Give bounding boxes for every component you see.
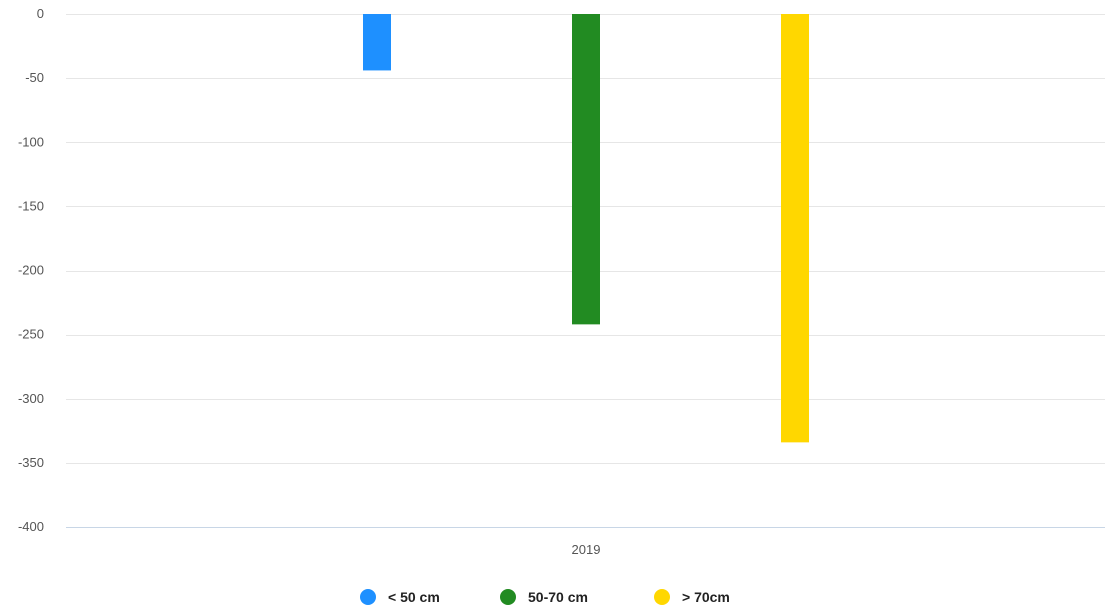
legend-item-3[interactable]: > 70cm [654, 589, 730, 605]
legend-item-1[interactable]: < 50 cm [360, 589, 440, 605]
y-tick-label: -350 [18, 455, 44, 470]
bar-2[interactable] [572, 14, 600, 325]
legend-label: > 70cm [682, 589, 730, 605]
y-tick-label: -400 [18, 519, 44, 534]
legend-label: 50-70 cm [528, 589, 588, 605]
legend-label: < 50 cm [388, 589, 440, 605]
legend-marker [360, 589, 376, 605]
legend-item-2[interactable]: 50-70 cm [500, 589, 588, 605]
y-tick-label: -250 [18, 327, 44, 342]
bar-1[interactable] [363, 14, 391, 71]
y-tick-label: -100 [18, 134, 44, 149]
y-tick-label: 0 [37, 6, 44, 21]
y-tick-label: -150 [18, 198, 44, 213]
legend-marker [500, 589, 516, 605]
x-category-label: 2019 [572, 542, 601, 557]
y-tick-label: -300 [18, 391, 44, 406]
bars [363, 14, 809, 443]
x-axis: 2019 [572, 542, 601, 557]
y-axis: 0 -50 -100 -150 -200 -250 -300 -350 -400 [18, 6, 44, 534]
y-tick-label: -200 [18, 263, 44, 278]
legend-marker [654, 589, 670, 605]
legend: < 50 cm 50-70 cm > 70cm [360, 589, 730, 605]
y-tick-label: -50 [25, 70, 44, 85]
bar-3[interactable] [781, 14, 809, 443]
